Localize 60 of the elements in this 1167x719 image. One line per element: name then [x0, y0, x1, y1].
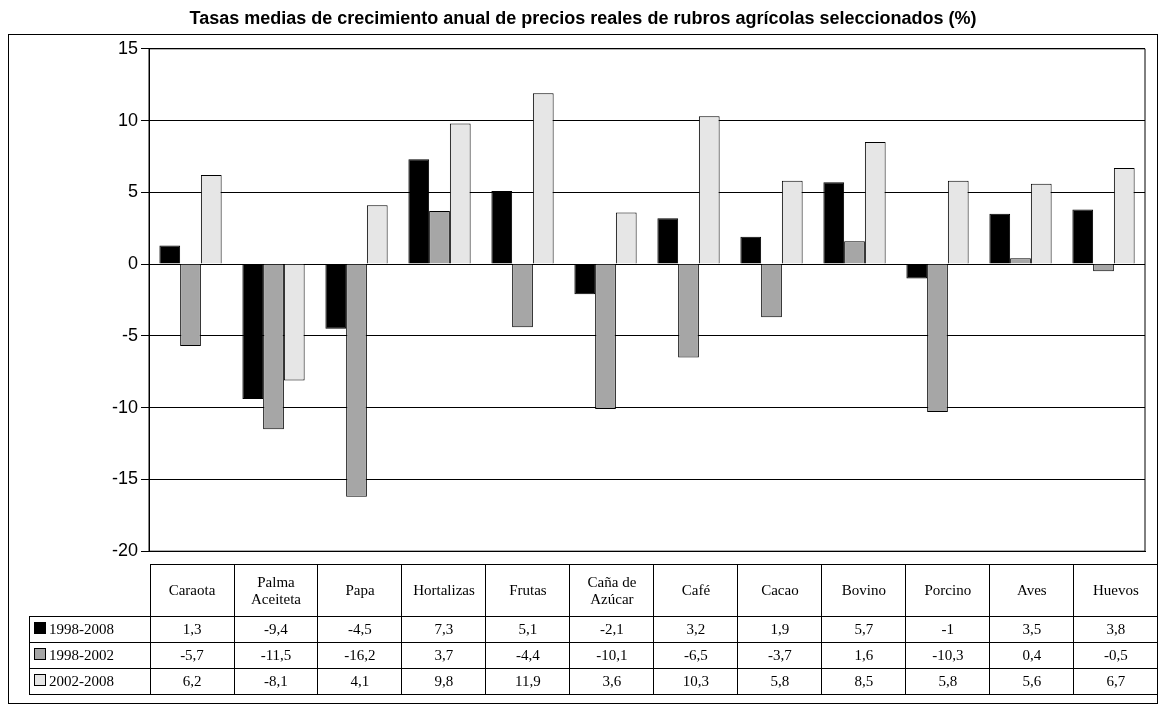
legend-label: 1998-2008 [29, 616, 151, 643]
x-tick-label: Bovino [821, 564, 906, 617]
x-tick-label: Aves [989, 564, 1074, 617]
y-tick-label: 10 [117, 109, 139, 130]
x-tick-label: Huevos [1073, 564, 1158, 617]
data-label: 10,3 [653, 668, 738, 695]
y-tick-label: -5 [122, 324, 139, 345]
data-label: -5,7 [150, 642, 234, 669]
data-label: 11,9 [485, 668, 570, 695]
data-label: 6,7 [1073, 668, 1158, 695]
data-label: 8,5 [821, 668, 906, 695]
legend-label: 1998-2002 [29, 642, 151, 669]
data-label: 3,8 [1073, 616, 1158, 643]
y-tick-label: -10 [112, 396, 139, 417]
data-label: 5,8 [737, 668, 822, 695]
x-tick-label: Porcino [905, 564, 990, 617]
data-label: 3,2 [653, 616, 738, 643]
y-tick-label: -15 [112, 468, 139, 489]
data-label: 5,6 [989, 668, 1074, 695]
data-label: -1 [905, 616, 990, 643]
x-tick-label: Hortalizas [401, 564, 486, 617]
data-label: -10,3 [905, 642, 990, 669]
data-label: -0,5 [1073, 642, 1158, 669]
x-tick-label: Frutas [485, 564, 570, 617]
data-label: 7,3 [401, 616, 486, 643]
data-label: -10,1 [569, 642, 654, 669]
data-label: -16,2 [317, 642, 402, 669]
data-label: 5,1 [485, 616, 570, 643]
data-label: -11,5 [234, 642, 318, 669]
x-tick-label: Caraota [150, 564, 234, 617]
x-tick-label: Caña de Azúcar [569, 564, 654, 617]
data-label: -4,4 [485, 642, 570, 669]
data-label: 3,6 [569, 668, 654, 695]
data-label: -6,5 [653, 642, 738, 669]
x-tick-label: Palma Aceiteta [234, 564, 318, 617]
data-label: 5,7 [821, 616, 906, 643]
data-label: 4,1 [317, 668, 402, 695]
y-tick-label: 5 [128, 181, 139, 202]
x-tick-label: Cacao [737, 564, 822, 617]
data-label: 1,9 [737, 616, 822, 643]
data-label: -4,5 [317, 616, 402, 643]
y-tick-label: 15 [117, 37, 139, 58]
x-tick-label: Papa [317, 564, 402, 617]
data-label: 0,4 [989, 642, 1074, 669]
legend-label: 2002-2008 [29, 668, 151, 695]
data-label: -8,1 [234, 668, 318, 695]
y-tick-label: 0 [128, 253, 139, 274]
data-label: 6,2 [150, 668, 234, 695]
data-label: 9,8 [401, 668, 486, 695]
data-label: 1,3 [150, 616, 234, 643]
data-label: -9,4 [234, 616, 318, 643]
data-label: 1,6 [821, 642, 906, 669]
data-label: 3,7 [401, 642, 486, 669]
data-label: 3,5 [989, 616, 1074, 643]
chart-title: Tasas medias de crecimiento anual de precios reales de rubros agrícolas seleccionados (%) [188, 8, 978, 30]
data-label: -2,1 [569, 616, 654, 643]
x-tick-label: Café [653, 564, 738, 617]
data-label: 5,8 [905, 668, 990, 695]
y-tick-label: -20 [112, 540, 139, 561]
data-label: -3,7 [737, 642, 822, 669]
